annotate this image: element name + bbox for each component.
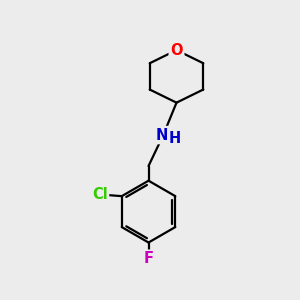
Text: O: O: [170, 43, 183, 58]
Text: Cl: Cl: [92, 187, 107, 202]
Text: F: F: [143, 251, 154, 266]
Text: N: N: [156, 128, 168, 142]
Text: H: H: [168, 131, 181, 146]
